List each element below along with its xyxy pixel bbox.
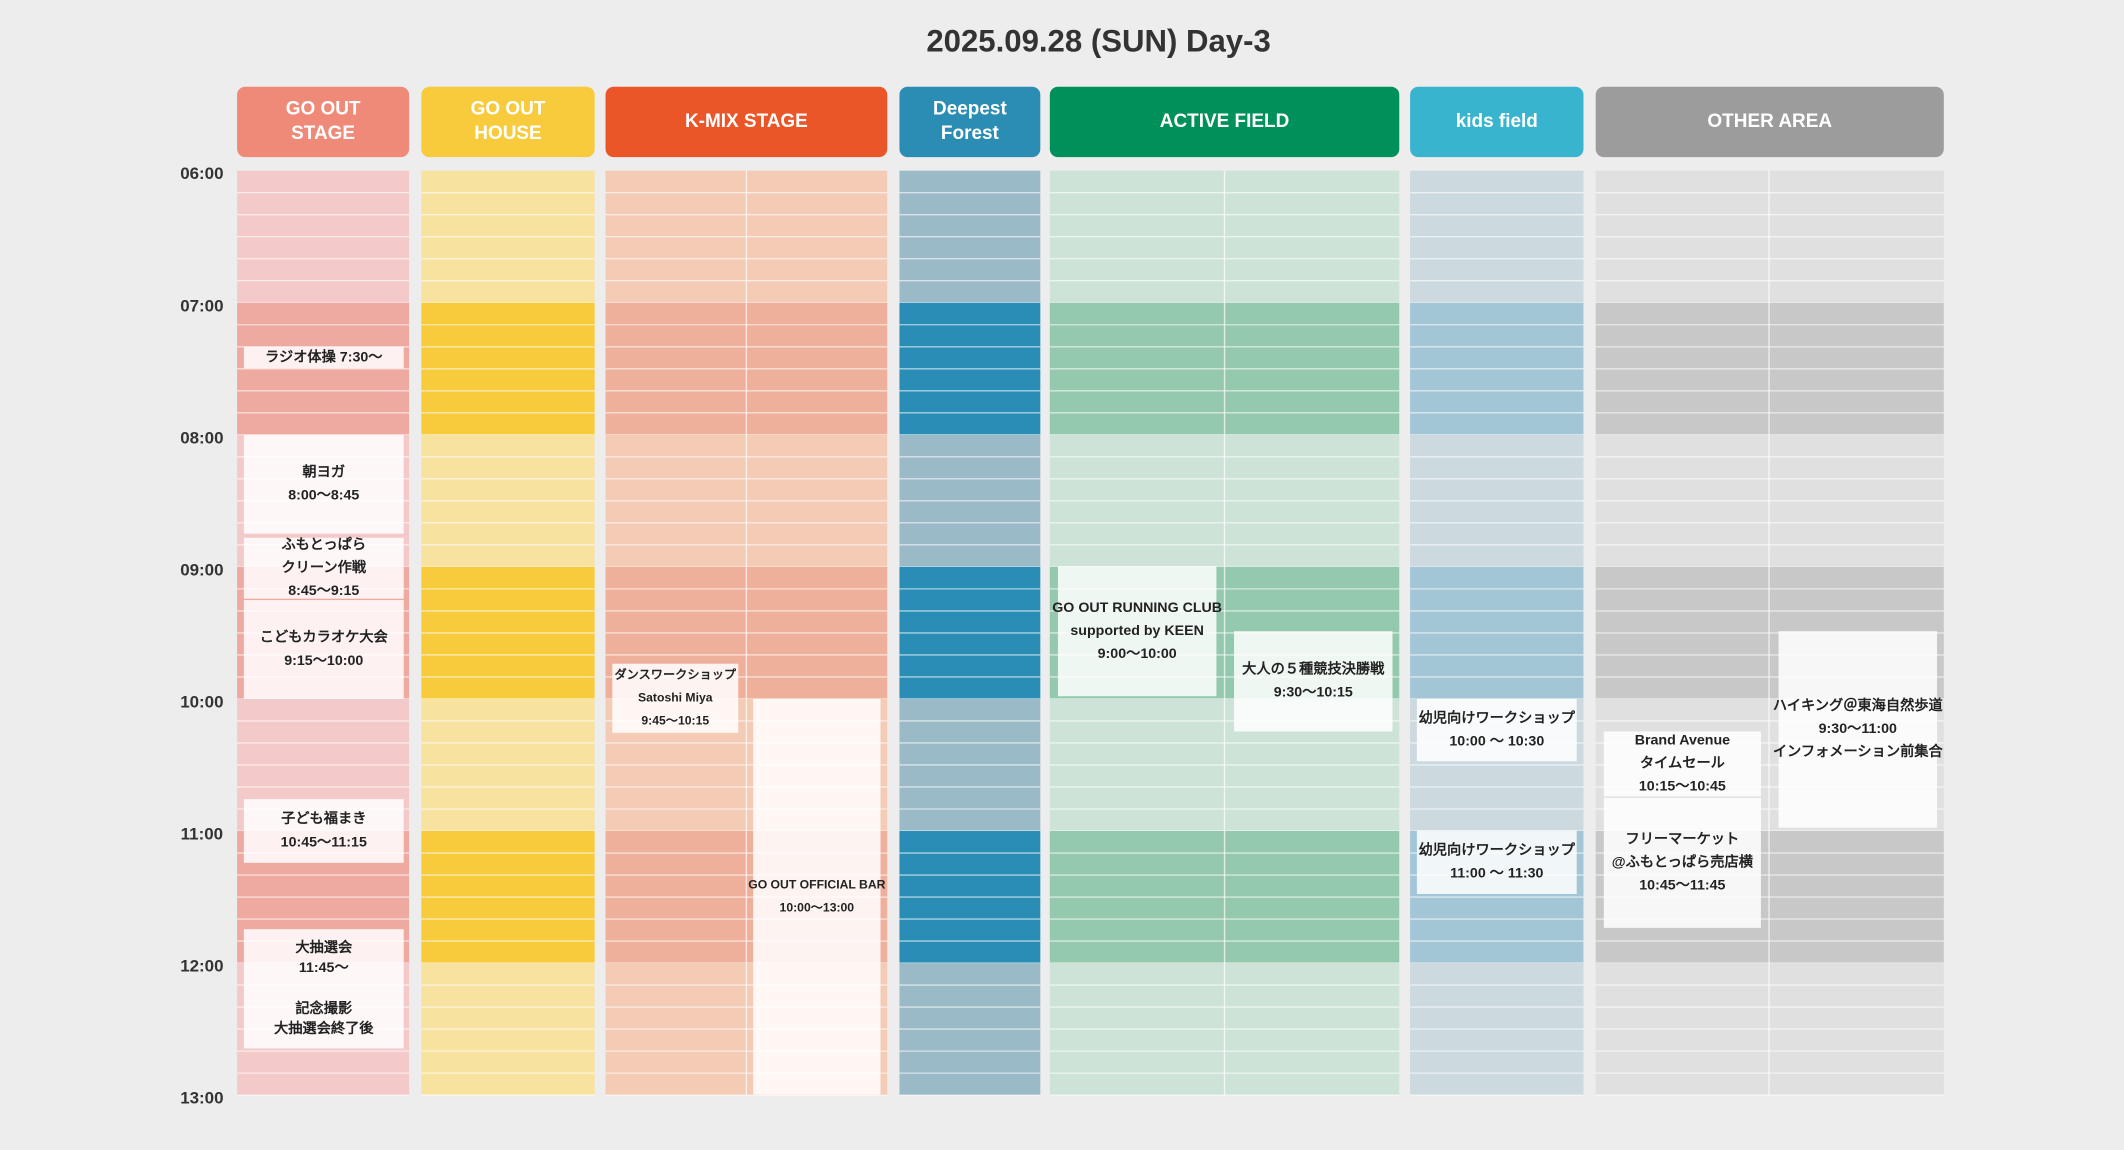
event-box [1416, 830, 1577, 894]
event-box [243, 537, 404, 599]
event-box [612, 663, 739, 733]
event-text: 8:00〜8:45 [288, 488, 359, 504]
event-text: 朝ヨガ [302, 463, 345, 480]
event-box [243, 434, 404, 534]
column-header-label: OTHER AREA [1707, 111, 1832, 132]
event-text: 幼児向けワークショップ [1419, 840, 1576, 858]
column-header-label: kids field [1456, 111, 1538, 132]
event-text: 11:45〜 [299, 960, 349, 976]
time-label: 06:00 [180, 164, 223, 183]
column-header-label: HOUSE [474, 123, 541, 144]
column-header-label: K-MIX STAGE [685, 111, 808, 132]
event-text: 11:00 〜 11:30 [1450, 865, 1543, 881]
column-header-label: Deepest [933, 99, 1007, 120]
event-text: 8:45〜9:15 [288, 583, 359, 599]
time-label: 09:00 [180, 560, 223, 579]
event-box [753, 698, 881, 1095]
time-label: 08:00 [180, 428, 223, 447]
event-text: ラジオ体操 7:30〜 [265, 347, 382, 365]
time-label: 10:00 [180, 692, 223, 711]
column-header [1049, 86, 1400, 158]
event-text: 大人の５種競技決勝戦 [1242, 660, 1385, 678]
column-header [899, 86, 1041, 158]
column-header-label: GO OUT [286, 99, 361, 120]
event-text: 9:00〜10:00 [1098, 646, 1177, 662]
event-text: 子ども福まき [281, 809, 366, 827]
column-header [237, 86, 410, 158]
event-box [1416, 698, 1577, 762]
event-text: 10:00 〜 10:30 [1449, 733, 1544, 749]
column-header-label: GO OUT [471, 99, 546, 120]
event-box [1234, 631, 1393, 732]
column-header-label: Forest [941, 123, 1000, 144]
event-text: 10:45〜11:45 [1639, 878, 1725, 894]
event-text: Satoshi Miya [638, 690, 713, 704]
event-text: 10:00〜13:00 [780, 900, 855, 914]
event-text: フリーマーケット [1625, 831, 1739, 848]
column-header [605, 86, 888, 158]
event-box [1778, 631, 1938, 828]
event-box [1603, 797, 1761, 928]
event-text: 幼児向けワークショップ [1419, 708, 1576, 726]
event-text: supported by KEEN [1070, 623, 1204, 639]
title: 2025.09.28 (SUN) Day-3 [926, 24, 1270, 59]
time-label: 13:00 [180, 1089, 223, 1108]
event-box [243, 346, 404, 369]
event-text: 大抽選会 [295, 938, 353, 956]
event-box [243, 929, 404, 1049]
event-text: ふもとっぱら [281, 535, 366, 553]
event-text: インフォメーション前集合 [1773, 742, 1944, 760]
event-text: タイムセール [1640, 755, 1725, 772]
event-text: ダンスワークショップ [614, 666, 736, 681]
event-text: GO OUT RUNNING CLUB [1052, 600, 1222, 616]
column-header-label: ACTIVE FIELD [1160, 111, 1290, 132]
event-box [243, 799, 404, 863]
event-text: 9:15〜10:00 [284, 653, 363, 669]
event-text: こどもカラオケ大会 [260, 628, 389, 646]
event-text: ハイキング＠東海自然歩道 [1773, 696, 1944, 714]
event-text: 9:30〜11:00 [1819, 721, 1897, 737]
event-box [1057, 566, 1217, 697]
time-label: 12:00 [180, 957, 223, 976]
event-text: 9:30〜10:15 [1274, 685, 1353, 701]
event-text: 記念撮影 [295, 999, 353, 1017]
event-text: GO OUT OFFICIAL BAR [748, 877, 885, 891]
event-text: 10:45〜11:15 [281, 834, 367, 850]
event-text: Brand Avenue [1635, 733, 1730, 749]
event-box [243, 600, 404, 699]
event-text: 大抽選会終了後 [274, 1019, 374, 1037]
column-header [1595, 86, 1944, 158]
column-header [1410, 86, 1584, 158]
event-text: クリーン作戦 [281, 558, 366, 576]
event-box [1603, 731, 1761, 797]
event-text: 9:45〜10:15 [641, 714, 709, 728]
event-text: 10:15〜10:45 [1639, 779, 1726, 795]
time-label: 11:00 [181, 825, 223, 844]
column-header-label: STAGE [291, 123, 355, 144]
event-text: @ふもとっぱら売店横 [1612, 853, 1754, 871]
column-header [421, 86, 595, 158]
time-label: 07:00 [180, 296, 223, 315]
